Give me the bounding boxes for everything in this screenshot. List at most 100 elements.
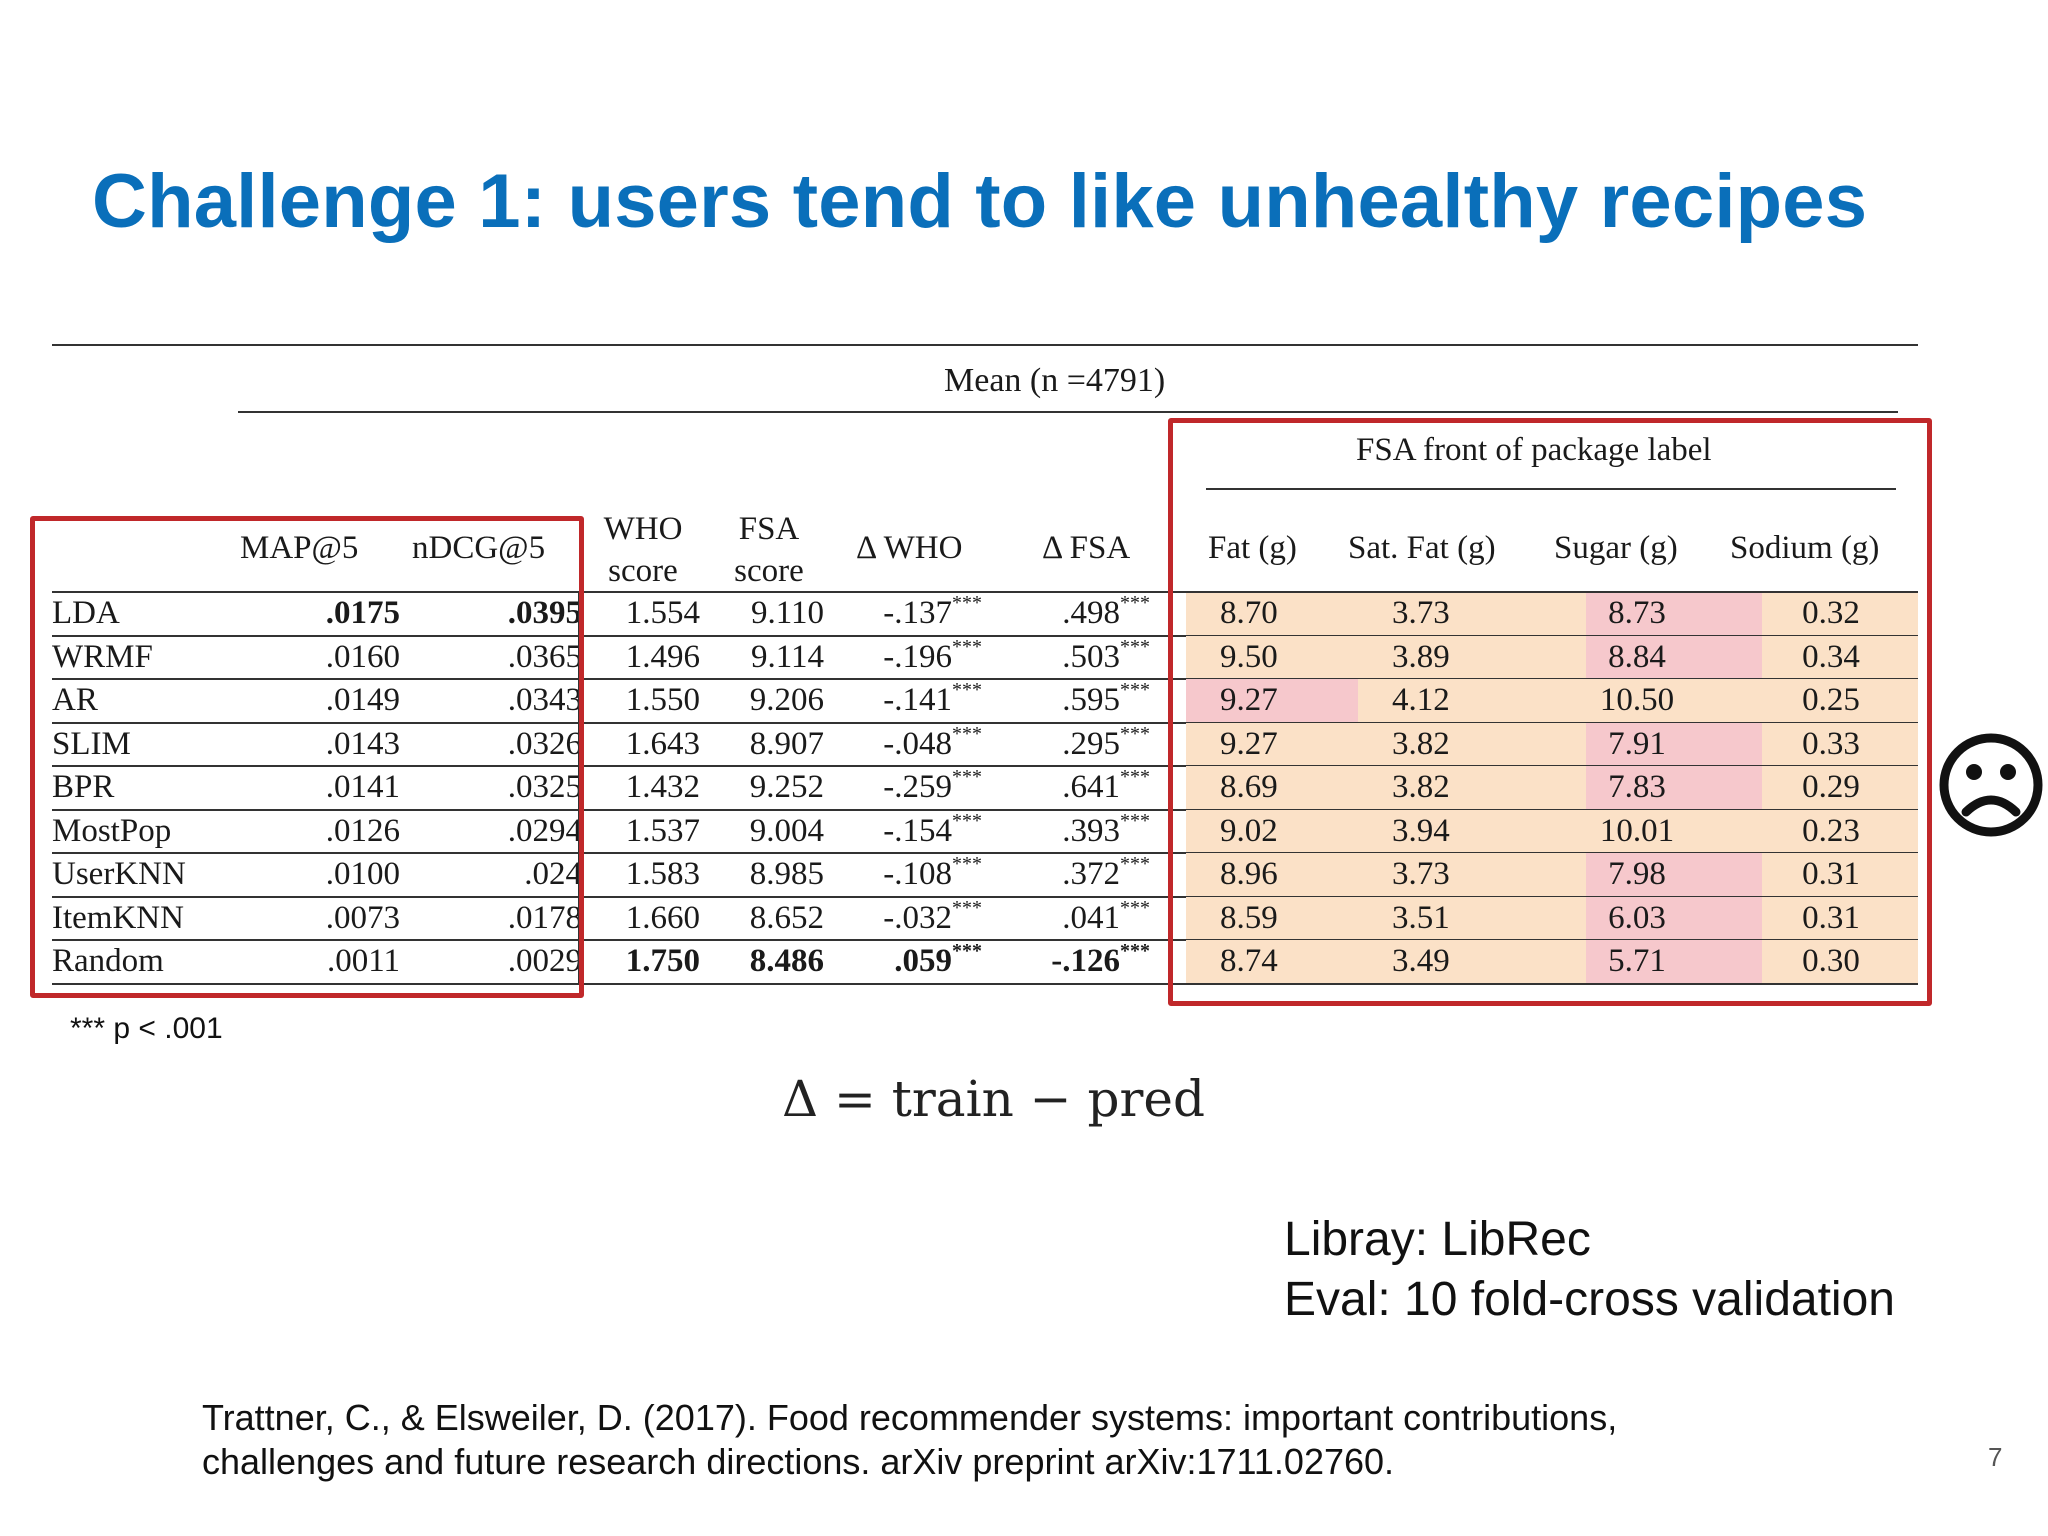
cell-value: .393 [1062, 812, 1120, 849]
cell-name: SLIM [52, 723, 232, 767]
cell-name: ItemKNN [52, 897, 232, 941]
cell-value: 8.907 [749, 725, 824, 762]
cell-value: .0100 [325, 856, 400, 892]
cell-value: .372 [1062, 856, 1120, 892]
cell-fat: 8.96 [1220, 853, 1340, 897]
cell-background [1186, 635, 1358, 679]
col-header-sodium: Sodium (g) [1730, 530, 1880, 566]
cell-background [1358, 635, 1586, 679]
cell-map: .0149 [252, 679, 400, 723]
col-header-who-bottom: score [608, 553, 678, 589]
cell-value: MostPop [52, 812, 172, 849]
cell-value: 9.27 [1220, 725, 1278, 762]
cell-fat: 9.27 [1220, 723, 1340, 767]
cell-dwho: -.141*** [852, 679, 982, 723]
fsa-label-header: FSA front of package label [1356, 432, 1712, 468]
cell-ndcg: .0395 [412, 592, 582, 636]
cell-background [1586, 635, 1762, 679]
significance-marker: *** [952, 635, 982, 658]
cell-fat: 8.69 [1220, 766, 1340, 810]
col-header-map: MAP@5 [240, 530, 359, 566]
cell-who: 1.432 [600, 766, 700, 810]
cell-name: WRMF [52, 636, 232, 680]
cell-name: AR [52, 679, 232, 723]
cell-value: 8.652 [749, 899, 824, 936]
cell-value: -.126 [1051, 943, 1120, 979]
cell-map: .0011 [252, 940, 400, 984]
cell-value: .059 [894, 943, 952, 979]
mean-header: Mean (n =4791) [944, 362, 1166, 399]
cell-satfat: 3.82 [1392, 766, 1512, 810]
table-row: LDA .0175.0395 1.554 9.110 -.137*** .498*** 8.… [52, 592, 1918, 636]
cell-value: 7.98 [1608, 856, 1666, 892]
cell-background [1358, 940, 1586, 984]
cell-value: .0011 [326, 943, 400, 979]
cell-value: SLIM [52, 725, 131, 762]
cell-value: 3.49 [1392, 943, 1450, 979]
cell-value: .0294 [507, 812, 582, 849]
cell-value: 7.83 [1608, 769, 1666, 805]
cell-value: .0141 [325, 769, 400, 805]
cell-value: 1.660 [625, 899, 700, 936]
col-header-ndcg: nDCG@5 [412, 530, 546, 566]
cell-dwho: -.196*** [852, 636, 982, 680]
cell-fat: 8.70 [1220, 592, 1340, 636]
cell-value: 8.59 [1220, 899, 1278, 936]
cell-dfsa: -.126*** [1018, 940, 1150, 984]
cell-value: 8.69 [1220, 769, 1278, 805]
cell-value: LDA [52, 595, 120, 631]
table-top-rule [52, 344, 1918, 346]
header-rule [52, 591, 580, 593]
cell-fsa: 9.252 [724, 766, 824, 810]
cell-value: 3.82 [1392, 769, 1450, 805]
significance-marker: *** [952, 679, 982, 701]
eval-text: Eval: 10 fold-cross validation [1284, 1273, 1895, 1326]
cell-sodium: 0.32 [1766, 592, 1896, 636]
cell-value: .0126 [325, 812, 400, 849]
cell-value: .0178 [507, 899, 582, 936]
cell-ndcg: .0178 [412, 897, 582, 941]
cell-value: .0073 [325, 899, 400, 936]
cell-value: Random [52, 943, 164, 979]
cell-value: 1.583 [625, 856, 700, 892]
col-header-satfat: Sat. Fat (g) [1348, 530, 1496, 566]
cell-name: BPR [52, 766, 232, 810]
cell-value: 1.643 [625, 725, 700, 762]
significance-marker: *** [952, 853, 982, 875]
row-rule [52, 765, 580, 767]
significance-marker: *** [1120, 722, 1150, 745]
cell-value: .0325 [507, 769, 582, 805]
header-rule [580, 591, 1918, 593]
cell-value: -.141 [883, 682, 952, 718]
cell-sugar: 10.01 [1572, 810, 1702, 854]
cell-background [1586, 853, 1762, 897]
cell-fsa: 9.206 [724, 679, 824, 723]
cell-dwho: -.108*** [852, 853, 982, 897]
cell-background [1586, 940, 1762, 984]
cell-value: 10.50 [1599, 682, 1675, 718]
citation-line-2: challenges and future research direction… [202, 1441, 1395, 1482]
cell-sodium: 0.25 [1766, 679, 1896, 723]
cell-map: .0100 [252, 853, 400, 897]
cell-value: 8.985 [749, 856, 824, 892]
cell-who: 1.750 [600, 940, 700, 984]
cell-who: 1.537 [600, 810, 700, 854]
cell-ndcg: .0365 [412, 636, 582, 680]
cell-value: ItemKNN [52, 899, 184, 936]
fsa-header-rule [1206, 488, 1896, 490]
cell-dfsa: .641*** [1018, 766, 1150, 810]
cell-ndcg: .0326 [412, 723, 582, 767]
cell-background [1586, 809, 1762, 853]
cell-sugar: 7.98 [1572, 853, 1702, 897]
cell-background [1358, 853, 1586, 897]
row-rule [580, 982, 1918, 985]
cell-map: .0073 [252, 897, 400, 941]
row-rule [52, 939, 580, 941]
cell-value: -.048 [883, 725, 952, 762]
cell-value: 3.73 [1392, 856, 1450, 892]
cell-value: 7.91 [1608, 725, 1666, 762]
cell-who: 1.550 [600, 679, 700, 723]
significance-footnote: *** p < .001 [70, 1012, 223, 1045]
cell-ndcg: .0325 [412, 766, 582, 810]
cell-value: 5.71 [1608, 943, 1666, 979]
